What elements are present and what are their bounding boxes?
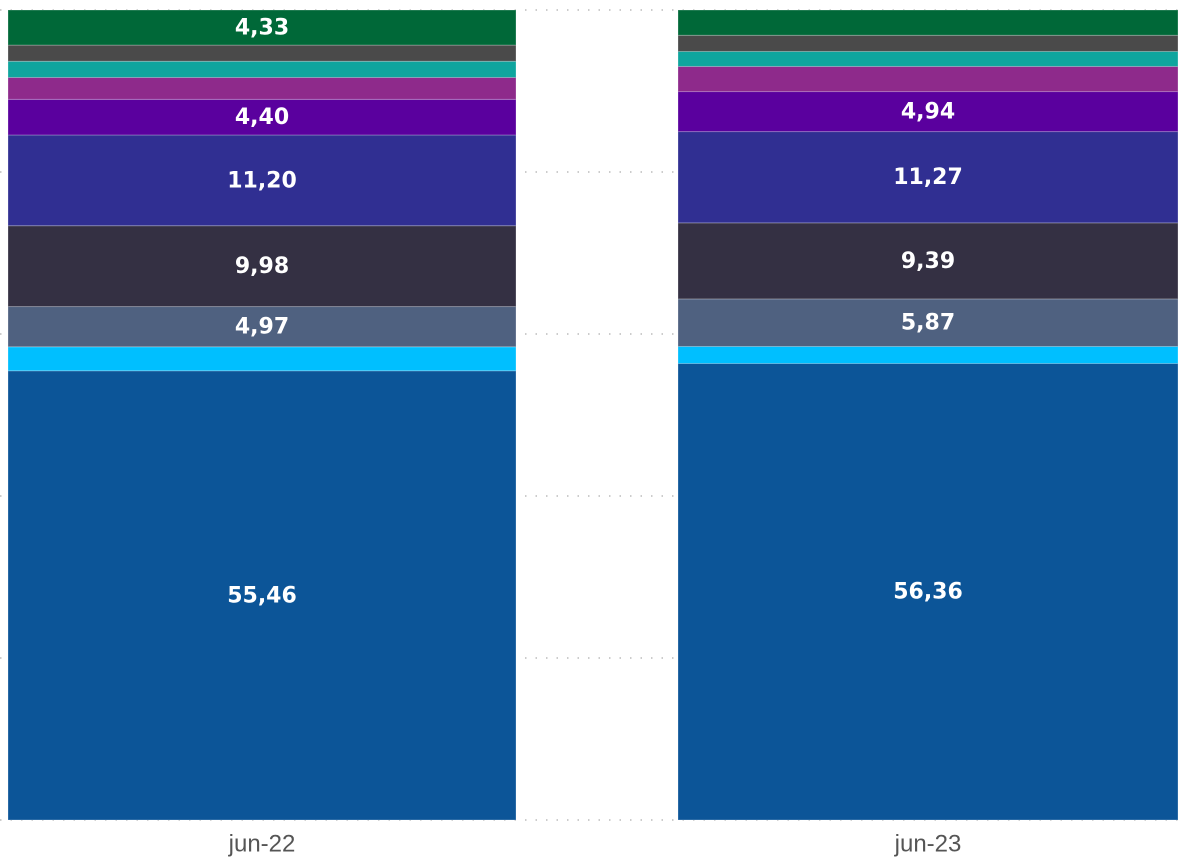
data-label: 9,98 (235, 254, 289, 279)
bar-segment (7, 98, 517, 136)
bar-segment (7, 44, 517, 62)
bar-segment (677, 91, 1179, 133)
bar-segment (7, 225, 517, 308)
bar-segment (7, 9, 517, 46)
data-label: 55,46 (227, 583, 297, 608)
bar-segment (7, 346, 517, 372)
bar-segment (677, 34, 1179, 52)
bar-segment (677, 222, 1179, 300)
data-label: 56,36 (893, 580, 963, 605)
x-tick-label: jun-23 (894, 830, 962, 857)
bar-segment (677, 9, 1179, 36)
bar-segment (677, 65, 1179, 93)
bar-segment (677, 298, 1179, 347)
data-label: 4,94 (901, 100, 955, 125)
data-label: 11,20 (227, 168, 297, 193)
data-label: 4,97 (235, 315, 289, 340)
data-label: 9,39 (901, 249, 955, 274)
data-label: 4,40 (235, 105, 289, 130)
bar-segment (677, 50, 1179, 67)
bar-segment (7, 134, 517, 227)
data-label: 4,33 (235, 16, 289, 41)
data-label: 5,87 (901, 311, 955, 336)
bar-segment (7, 370, 517, 821)
bar-segment (677, 362, 1179, 821)
bar-segment (677, 345, 1179, 364)
x-tick-label: jun-22 (228, 830, 296, 857)
data-label: 11,27 (893, 165, 963, 190)
bar-segment (7, 60, 517, 78)
bar-segment (7, 76, 517, 100)
